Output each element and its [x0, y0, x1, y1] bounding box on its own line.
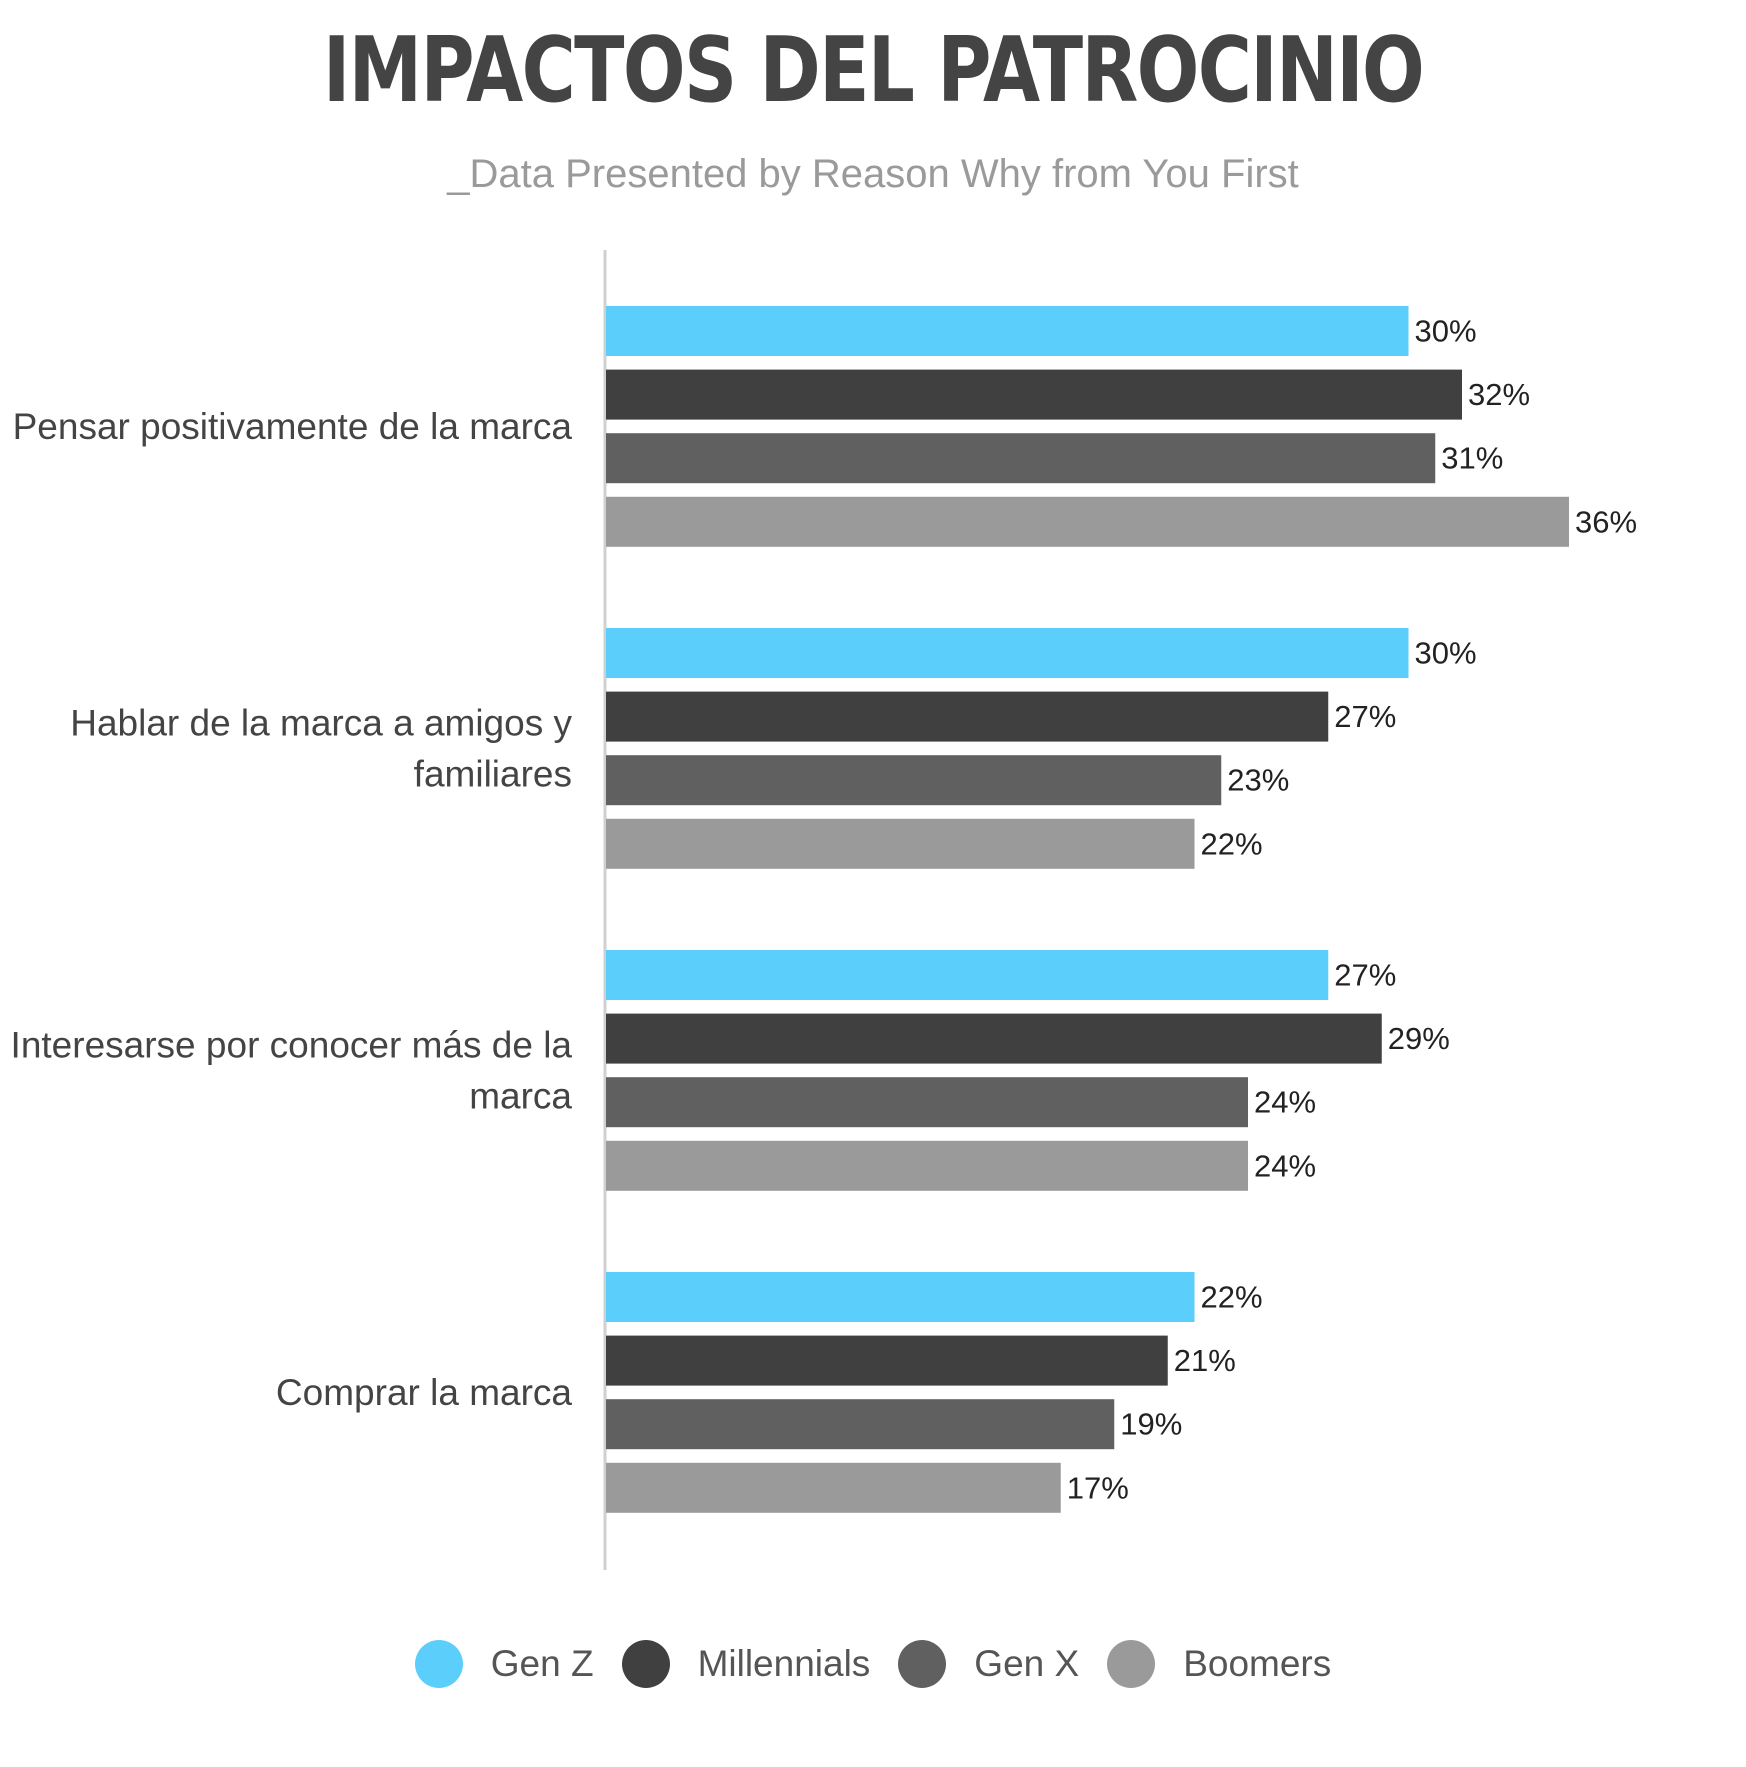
- category-label: Interesarse por conocer más de la: [11, 1024, 573, 1065]
- bar-millennials: [606, 691, 1329, 742]
- legend-swatch: [1107, 1640, 1156, 1688]
- bar-millennials: [606, 369, 1462, 420]
- legend-swatch: [898, 1640, 947, 1688]
- bar-gen-z: [606, 306, 1409, 356]
- bar-boomers: [606, 1462, 1061, 1513]
- chart-subtitle: _Data Presented by Reason Why from You F…: [447, 152, 1299, 196]
- bar-boomers: [606, 496, 1569, 547]
- legend-label: Millennials: [697, 1643, 871, 1684]
- category-label: Comprar la marca: [276, 1372, 572, 1413]
- category-label: Pensar positivamente de la marca: [13, 406, 573, 447]
- legend-item: Gen Z: [414, 1640, 594, 1688]
- data-label: 21%: [1174, 1343, 1236, 1378]
- data-label: 24%: [1254, 1148, 1316, 1183]
- legend: Gen Z Millennials Gen X Boomers: [0, 1640, 1746, 1688]
- legend-item: Boomers: [1107, 1640, 1331, 1688]
- data-label: 27%: [1334, 699, 1396, 734]
- chart-title: IMPACTOS DEL PATROCINIO: [322, 18, 1425, 123]
- bar-gen-z: [606, 628, 1409, 678]
- data-label: 24%: [1254, 1085, 1316, 1120]
- legend-item: Gen X: [898, 1640, 1079, 1688]
- data-label: 31%: [1441, 441, 1503, 476]
- data-label: 22%: [1201, 1280, 1263, 1315]
- bar-gen-z: [606, 950, 1329, 1000]
- bar-boomers: [606, 1140, 1248, 1191]
- bar-gen-z: [606, 1272, 1195, 1322]
- data-label: 17%: [1067, 1470, 1129, 1505]
- bar-millennials: [606, 1335, 1168, 1386]
- bars-group: Pensar positivamente de la marca 30% 32% 31…: [11, 306, 1637, 1513]
- legend-label: Gen Z: [490, 1643, 594, 1684]
- data-label: 22%: [1201, 826, 1263, 861]
- bar-gen-x: [606, 1077, 1248, 1128]
- legend-swatch: [414, 1640, 463, 1688]
- bar-millennials: [606, 1013, 1382, 1064]
- legend-label: Boomers: [1183, 1643, 1332, 1684]
- legend-swatch: [621, 1640, 670, 1688]
- bar-gen-x: [606, 433, 1436, 484]
- bar-gen-x: [606, 1399, 1115, 1450]
- legend-item: Millennials: [621, 1640, 871, 1688]
- data-label: 30%: [1415, 636, 1477, 671]
- data-label: 19%: [1120, 1407, 1182, 1442]
- data-label: 27%: [1334, 958, 1396, 993]
- bar-gen-x: [606, 755, 1222, 806]
- data-label: 30%: [1415, 314, 1477, 349]
- data-label: 23%: [1227, 763, 1289, 798]
- data-label: 36%: [1575, 504, 1637, 539]
- data-label: 32%: [1468, 377, 1530, 412]
- legend-label: Gen X: [974, 1643, 1080, 1684]
- category-label: Hablar de la marca a amigos y: [70, 702, 572, 743]
- category-label: familiares: [414, 753, 572, 794]
- data-label: 29%: [1388, 1021, 1450, 1056]
- bar-boomers: [606, 818, 1195, 869]
- category-label: marca: [469, 1075, 572, 1116]
